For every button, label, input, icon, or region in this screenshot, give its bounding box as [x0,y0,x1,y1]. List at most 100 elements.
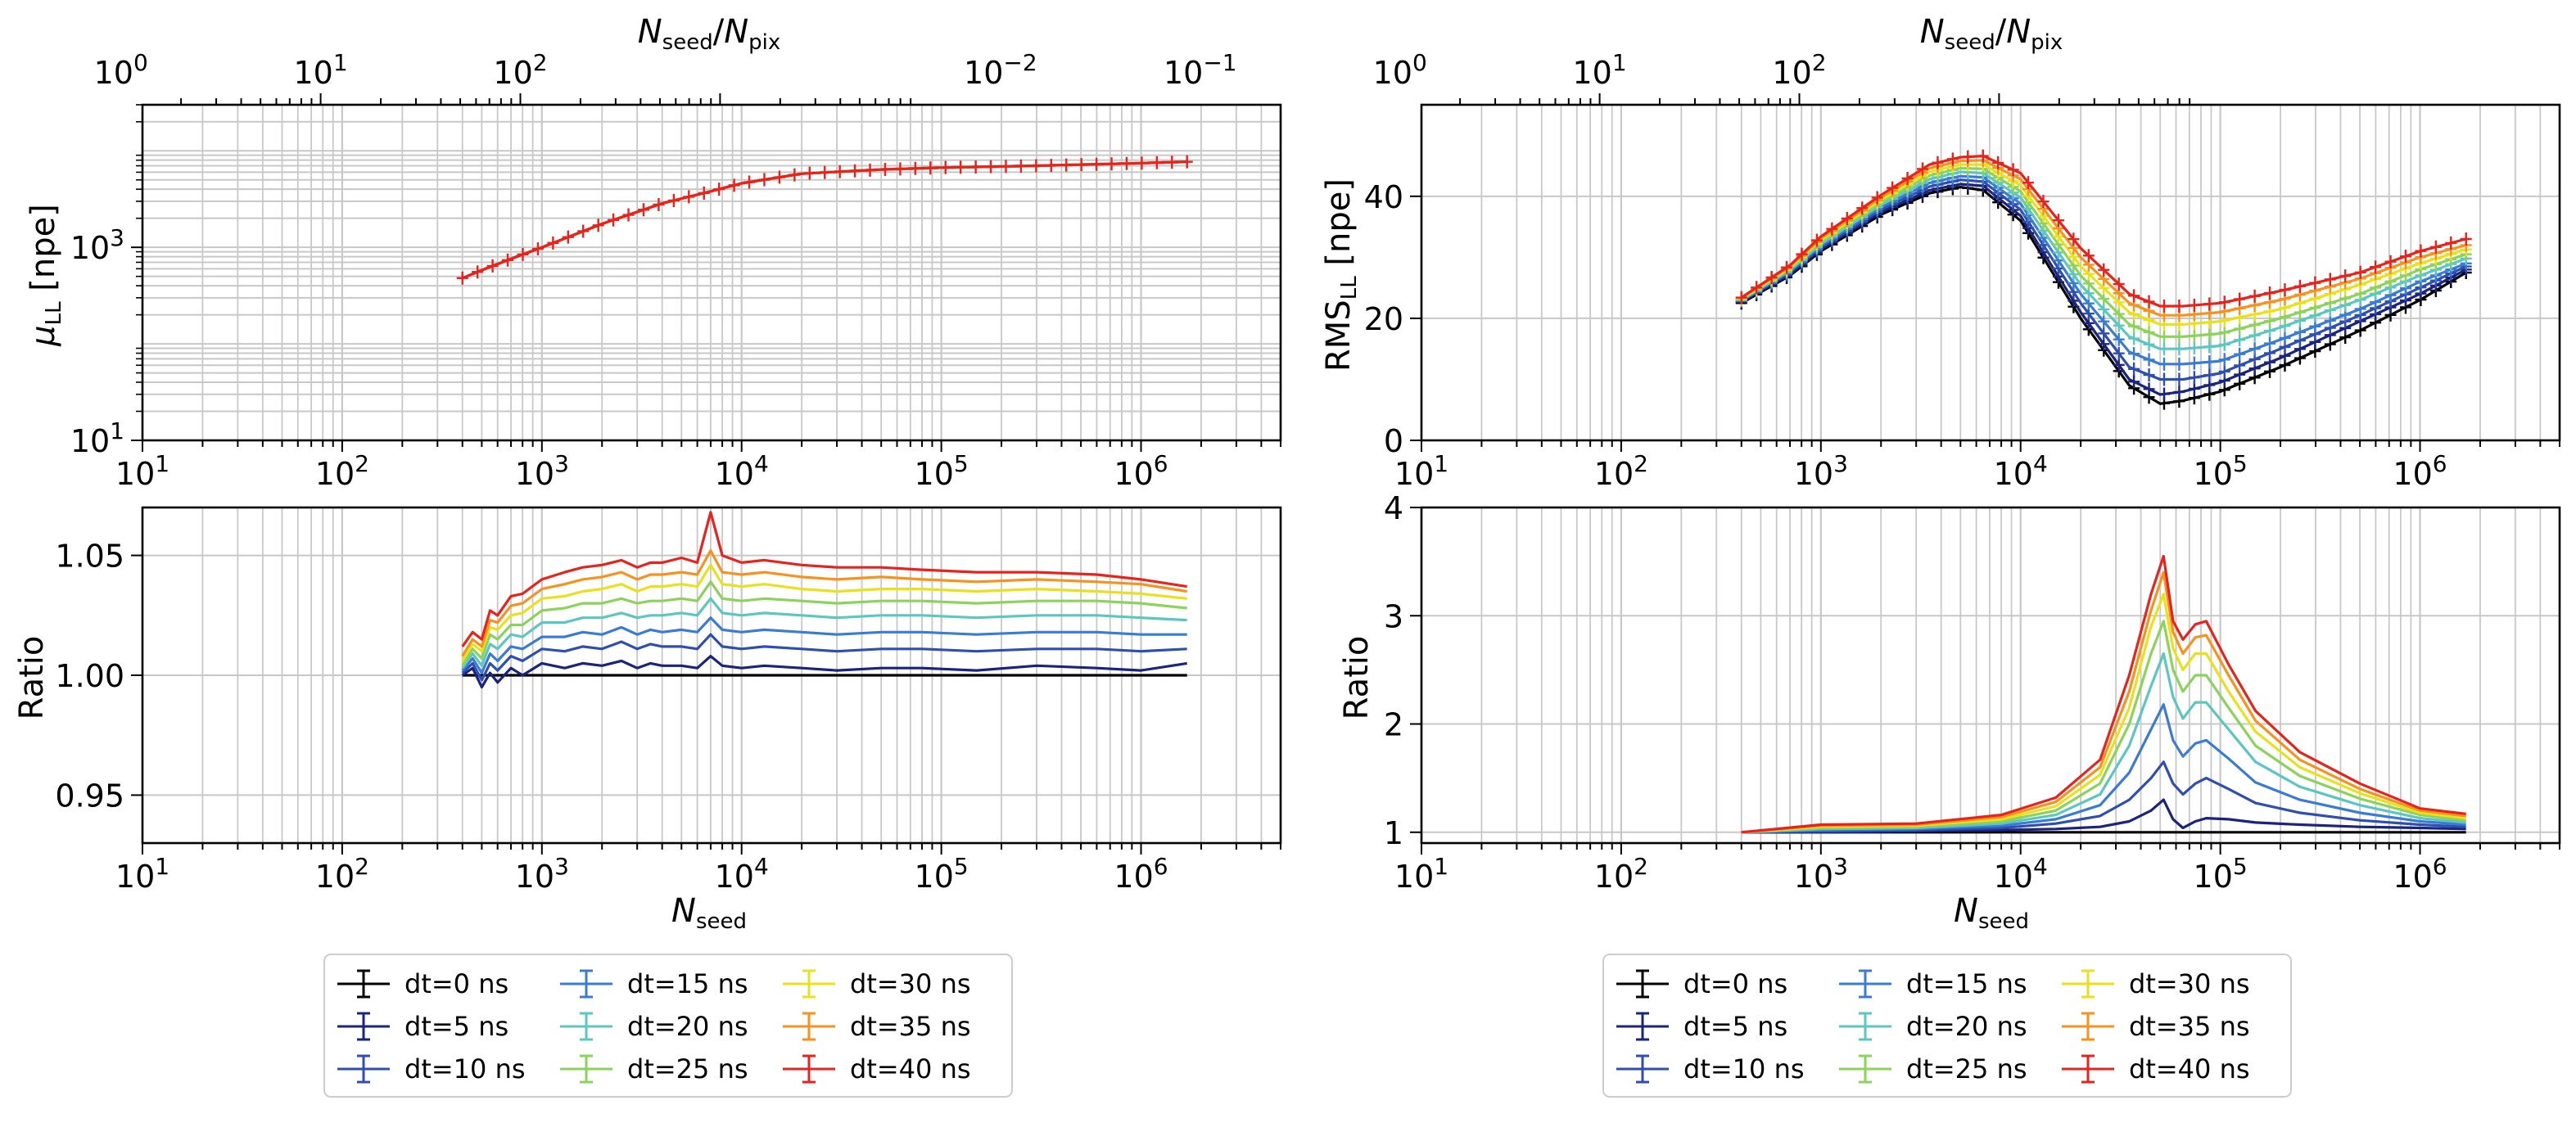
panel-rms-ratio: 101 102 103 104 105 106 1 2 3 4 Ratio Nseed [1338,490,2561,934]
data-point-marker [2248,342,2261,356]
x-tick-label: 101 [115,853,169,895]
data-point-marker [2234,347,2246,361]
x-tick-label: 105 [915,450,969,492]
data-point-marker [789,168,801,182]
series-line-dt-35-ns [461,549,1187,657]
legend-label: dt=15 ns [627,968,748,999]
data-point-marker [2143,353,2155,367]
data-point-marker [2143,368,2155,382]
data-point-marker [758,173,771,187]
data-point-marker [2158,387,2170,401]
data-point-marker [2415,244,2427,258]
series-line-dt-5-ns [461,655,1187,689]
x-tick-label: 104 [1994,450,2048,492]
data-point-marker [2218,295,2230,309]
panel-rms-main: 101 102 103 104 105 106 0 20 40 10−2 10−1 100 101 102… [964,13,2561,492]
x-tick-label: 104 [715,853,769,895]
x-tick-label: 104 [1994,853,2048,895]
data-point-marker [456,271,468,285]
legend-item: dt=0 ns [1616,968,1787,999]
legend-item: dt=10 ns [337,1053,526,1085]
data-point-marker [2264,336,2276,350]
legend-label: dt=5 ns [1683,1011,1787,1042]
legend-label: dt=40 ns [850,1053,971,1085]
y-tick-label: 2 [1384,707,1403,743]
data-point-marker [2203,327,2216,341]
legend-label: dt=10 ns [1683,1053,1805,1085]
legend-item: dt=25 ns [560,1053,748,1085]
top-tick-label: 101 [293,49,347,91]
data-point-marker [2128,331,2140,345]
data-point-marker [2128,375,2140,389]
series-lines [456,155,1193,285]
data-point-marker [531,241,544,255]
data-point-marker [1060,158,1073,172]
data-point-marker [2082,249,2095,263]
x-tick-label: 102 [315,853,369,895]
data-point-marker [1166,156,1178,169]
y-tick-label: 101 [70,417,124,459]
data-point-marker [622,208,635,222]
data-point-marker [1735,291,1747,304]
series-line-dt-15-ns [1741,703,2466,834]
data-point-marker [1045,159,1057,173]
data-point-marker [562,230,574,244]
data-point-marker [2128,319,2140,333]
legend-swatch [783,969,835,999]
y-tick-label: 0.95 [55,778,124,814]
data-point-marker [1751,281,1763,295]
data-point-marker [1796,247,1808,261]
x-tick-label: 106 [2393,450,2447,492]
top-tick-label: 100 [94,49,148,91]
data-point-marker [1091,157,1103,171]
data-point-marker [2113,277,2125,291]
data-point-marker [2173,385,2185,399]
legend-swatch [1839,1012,1891,1041]
legend-label: dt=25 ns [1906,1053,2027,1085]
data-point-marker [969,160,982,174]
data-point-marker [2173,357,2185,371]
data-point-marker [2113,358,2125,372]
data-point-marker [2007,163,2019,177]
legend-swatch [1616,1054,1669,1084]
data-point-marker [2279,283,2291,297]
series-line-dt-5-ns [1741,798,2466,834]
data-point-marker [2128,347,2140,361]
data-point-marker [517,247,529,261]
legend-left: dt=0 ns dt=5 ns dt=10 ns dt=15 ns dt=20 ns dt… [323,954,1013,1098]
top-tick-label: 102 [1772,49,1826,91]
x-tick-label: 106 [1114,450,1168,492]
data-point-marker [2294,325,2306,339]
x-tick-label: 101 [1394,853,1448,895]
data-point-marker [955,160,967,174]
legend-label: dt=20 ns [1906,1011,2027,1042]
data-point-marker [2429,240,2442,254]
data-point-marker [2173,330,2185,344]
data-point-marker [577,224,590,238]
data-point-marker [2309,276,2321,290]
data-point-marker [1901,172,1914,186]
data-point-marker [1887,181,1899,195]
y-tick-label: 20 [1364,301,1403,337]
data-point-marker [1810,233,1823,247]
panel-mu-ratio: 101 102 103 104 105 106 0.95 1.00 1.05 Ratio Nse… [13,506,1282,934]
series-lines [1741,554,2466,834]
x-tick-label: 102 [1594,450,1648,492]
data-point-marker [2113,307,2125,321]
legend-label: dt=5 ns [404,1011,508,1042]
data-point-marker [713,183,725,196]
data-point-marker [1781,260,1793,274]
legend-swatch [337,1054,390,1084]
data-point-marker [2143,325,2155,339]
y-tick-label: 1.05 [55,539,124,575]
legend-label: dt=0 ns [1683,968,1787,999]
legend-label: dt=35 ns [2129,1011,2250,1042]
series-line-dt-10-ns [1741,760,2466,834]
grid [141,104,1281,441]
legend-item: dt=15 ns [560,968,748,999]
data-point-marker [909,161,921,175]
legend-item: dt=20 ns [560,1011,748,1042]
data-point-marker [2234,333,2246,347]
data-point-marker [2294,279,2306,293]
data-point-marker [2188,341,2200,355]
